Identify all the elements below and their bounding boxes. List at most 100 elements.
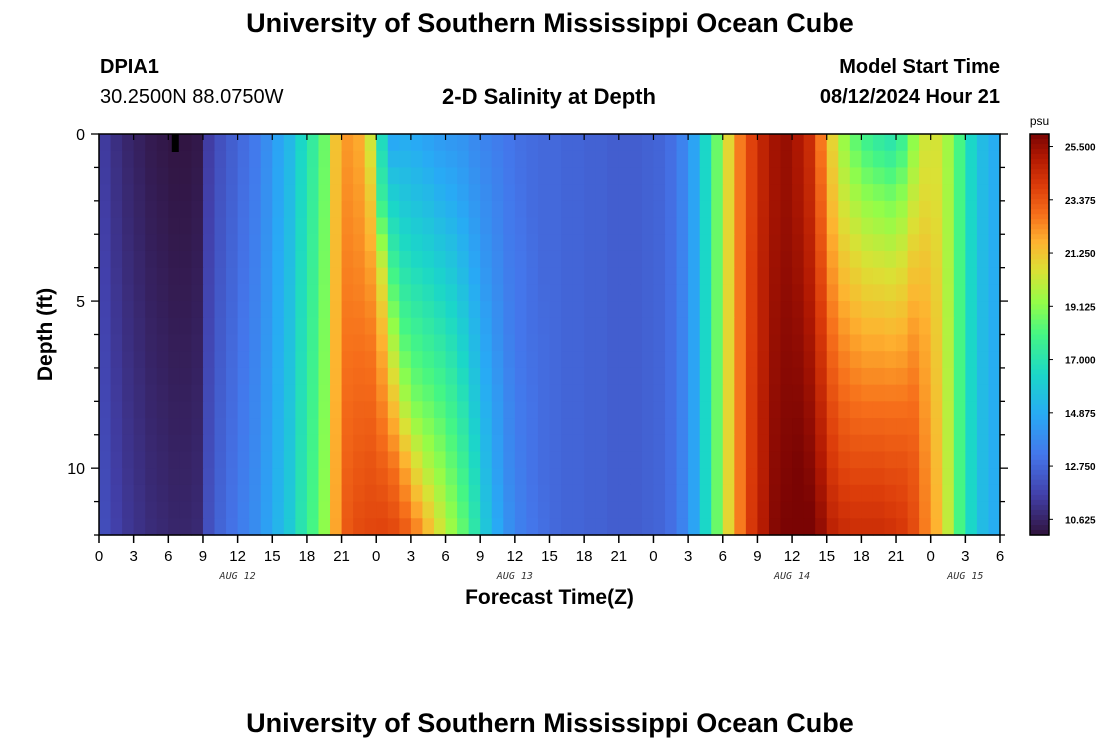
heatmap-cell bbox=[676, 518, 689, 536]
heatmap-cell bbox=[745, 150, 759, 169]
heatmap-cell bbox=[237, 384, 250, 402]
heatmap-cell bbox=[988, 150, 1001, 169]
heatmap-cell bbox=[919, 418, 932, 436]
heatmap-cell bbox=[722, 234, 735, 252]
heatmap-cell bbox=[838, 384, 851, 402]
heatmap-cell bbox=[595, 217, 608, 235]
heatmap-cell bbox=[341, 501, 354, 519]
heatmap-cell bbox=[491, 267, 504, 285]
heatmap-cell bbox=[480, 184, 493, 202]
heatmap-cell bbox=[503, 434, 516, 453]
colorbar-segment bbox=[1030, 349, 1049, 356]
heatmap-cell bbox=[734, 351, 747, 369]
heatmap-cell bbox=[156, 334, 169, 352]
heatmap-cell bbox=[503, 401, 516, 419]
heatmap-cell bbox=[237, 150, 250, 169]
heatmap-cell bbox=[480, 150, 493, 169]
heatmap-cell bbox=[780, 451, 793, 469]
heatmap-cell bbox=[341, 317, 354, 336]
heatmap-cell bbox=[907, 384, 920, 402]
heatmap-cell bbox=[872, 234, 886, 252]
heatmap-cell bbox=[896, 401, 909, 419]
colorbar-segment bbox=[1030, 184, 1049, 190]
heatmap-cell bbox=[699, 334, 712, 352]
heatmap-cell bbox=[849, 317, 862, 336]
heatmap-cell bbox=[803, 134, 816, 152]
heatmap-cell bbox=[364, 317, 377, 336]
heatmap-cell bbox=[711, 501, 724, 519]
heatmap-cell bbox=[815, 167, 828, 185]
heatmap-cell bbox=[722, 184, 735, 202]
heatmap-cell bbox=[953, 317, 966, 336]
heatmap-cell bbox=[214, 134, 227, 152]
heatmap-cell bbox=[584, 518, 597, 536]
heatmap-cell bbox=[919, 150, 932, 169]
heatmap-cell bbox=[503, 451, 516, 469]
heatmap-cell bbox=[919, 434, 932, 453]
heatmap-cell bbox=[410, 384, 424, 402]
heatmap-cell bbox=[757, 468, 770, 486]
heatmap-cell bbox=[722, 334, 735, 352]
heatmap-cell bbox=[133, 217, 146, 235]
heatmap-cell bbox=[965, 518, 978, 536]
heatmap-cell bbox=[653, 334, 666, 352]
heatmap-cell bbox=[826, 401, 839, 419]
heatmap-cell bbox=[480, 167, 493, 185]
heatmap-cell bbox=[526, 134, 539, 152]
heatmap-cell bbox=[745, 134, 759, 152]
colorbar-segment bbox=[1030, 204, 1049, 210]
colorbar-tick-label: 21.250 bbox=[1065, 249, 1096, 260]
heatmap-cell bbox=[283, 167, 296, 185]
heatmap-cell bbox=[815, 401, 828, 419]
heatmap-cell bbox=[376, 217, 389, 235]
heatmap-cell bbox=[272, 317, 285, 336]
heatmap-cell bbox=[399, 384, 412, 402]
heatmap-cell bbox=[480, 234, 493, 252]
heatmap-cell bbox=[168, 150, 181, 169]
heatmap-cell bbox=[653, 451, 666, 469]
heatmap-cell bbox=[919, 484, 932, 503]
heatmap-cell bbox=[110, 434, 123, 453]
heatmap-cell bbox=[838, 451, 851, 469]
heatmap-cell bbox=[468, 150, 481, 169]
heatmap-cell bbox=[341, 267, 354, 285]
heatmap-cell bbox=[711, 267, 724, 285]
heatmap-cell bbox=[688, 217, 701, 235]
heatmap-cell bbox=[815, 468, 828, 486]
heatmap-cell bbox=[156, 134, 169, 152]
heatmap-cell bbox=[156, 434, 169, 453]
heatmap-cell bbox=[861, 134, 874, 152]
heatmap-cell bbox=[468, 468, 481, 486]
heatmap-cell bbox=[734, 451, 747, 469]
heatmap-cell bbox=[584, 184, 597, 202]
heatmap-cell bbox=[711, 468, 724, 486]
heatmap-cell bbox=[976, 484, 990, 503]
heatmap-cell bbox=[156, 418, 169, 436]
heatmap-cell bbox=[214, 200, 227, 219]
heatmap-cell bbox=[226, 434, 239, 453]
heatmap-cell bbox=[607, 217, 620, 235]
heatmap-cell bbox=[249, 150, 262, 169]
colorbar-segment bbox=[1030, 389, 1049, 396]
heatmap-cell bbox=[826, 301, 839, 319]
heatmap-cell bbox=[768, 267, 782, 285]
heatmap-cell bbox=[122, 334, 135, 352]
heatmap-cell bbox=[734, 267, 747, 285]
heatmap-cell bbox=[653, 250, 666, 269]
heatmap-cell bbox=[780, 317, 793, 336]
heatmap-cell bbox=[526, 267, 539, 285]
heatmap-cell bbox=[884, 217, 897, 235]
heatmap-cell bbox=[745, 317, 759, 336]
heatmap-cell bbox=[607, 484, 620, 503]
heatmap-cell bbox=[826, 384, 839, 402]
colorbar-segment bbox=[1030, 524, 1049, 531]
heatmap-cell bbox=[191, 200, 204, 219]
heatmap-cell bbox=[364, 250, 377, 269]
heatmap-cell bbox=[688, 184, 701, 202]
heatmap-cell bbox=[815, 134, 828, 152]
heatmap-cell bbox=[526, 217, 539, 235]
heatmap-cell bbox=[872, 134, 886, 152]
heatmap-cell bbox=[480, 200, 493, 219]
colorbar-segment bbox=[1030, 339, 1049, 346]
heatmap-cell bbox=[514, 150, 527, 169]
